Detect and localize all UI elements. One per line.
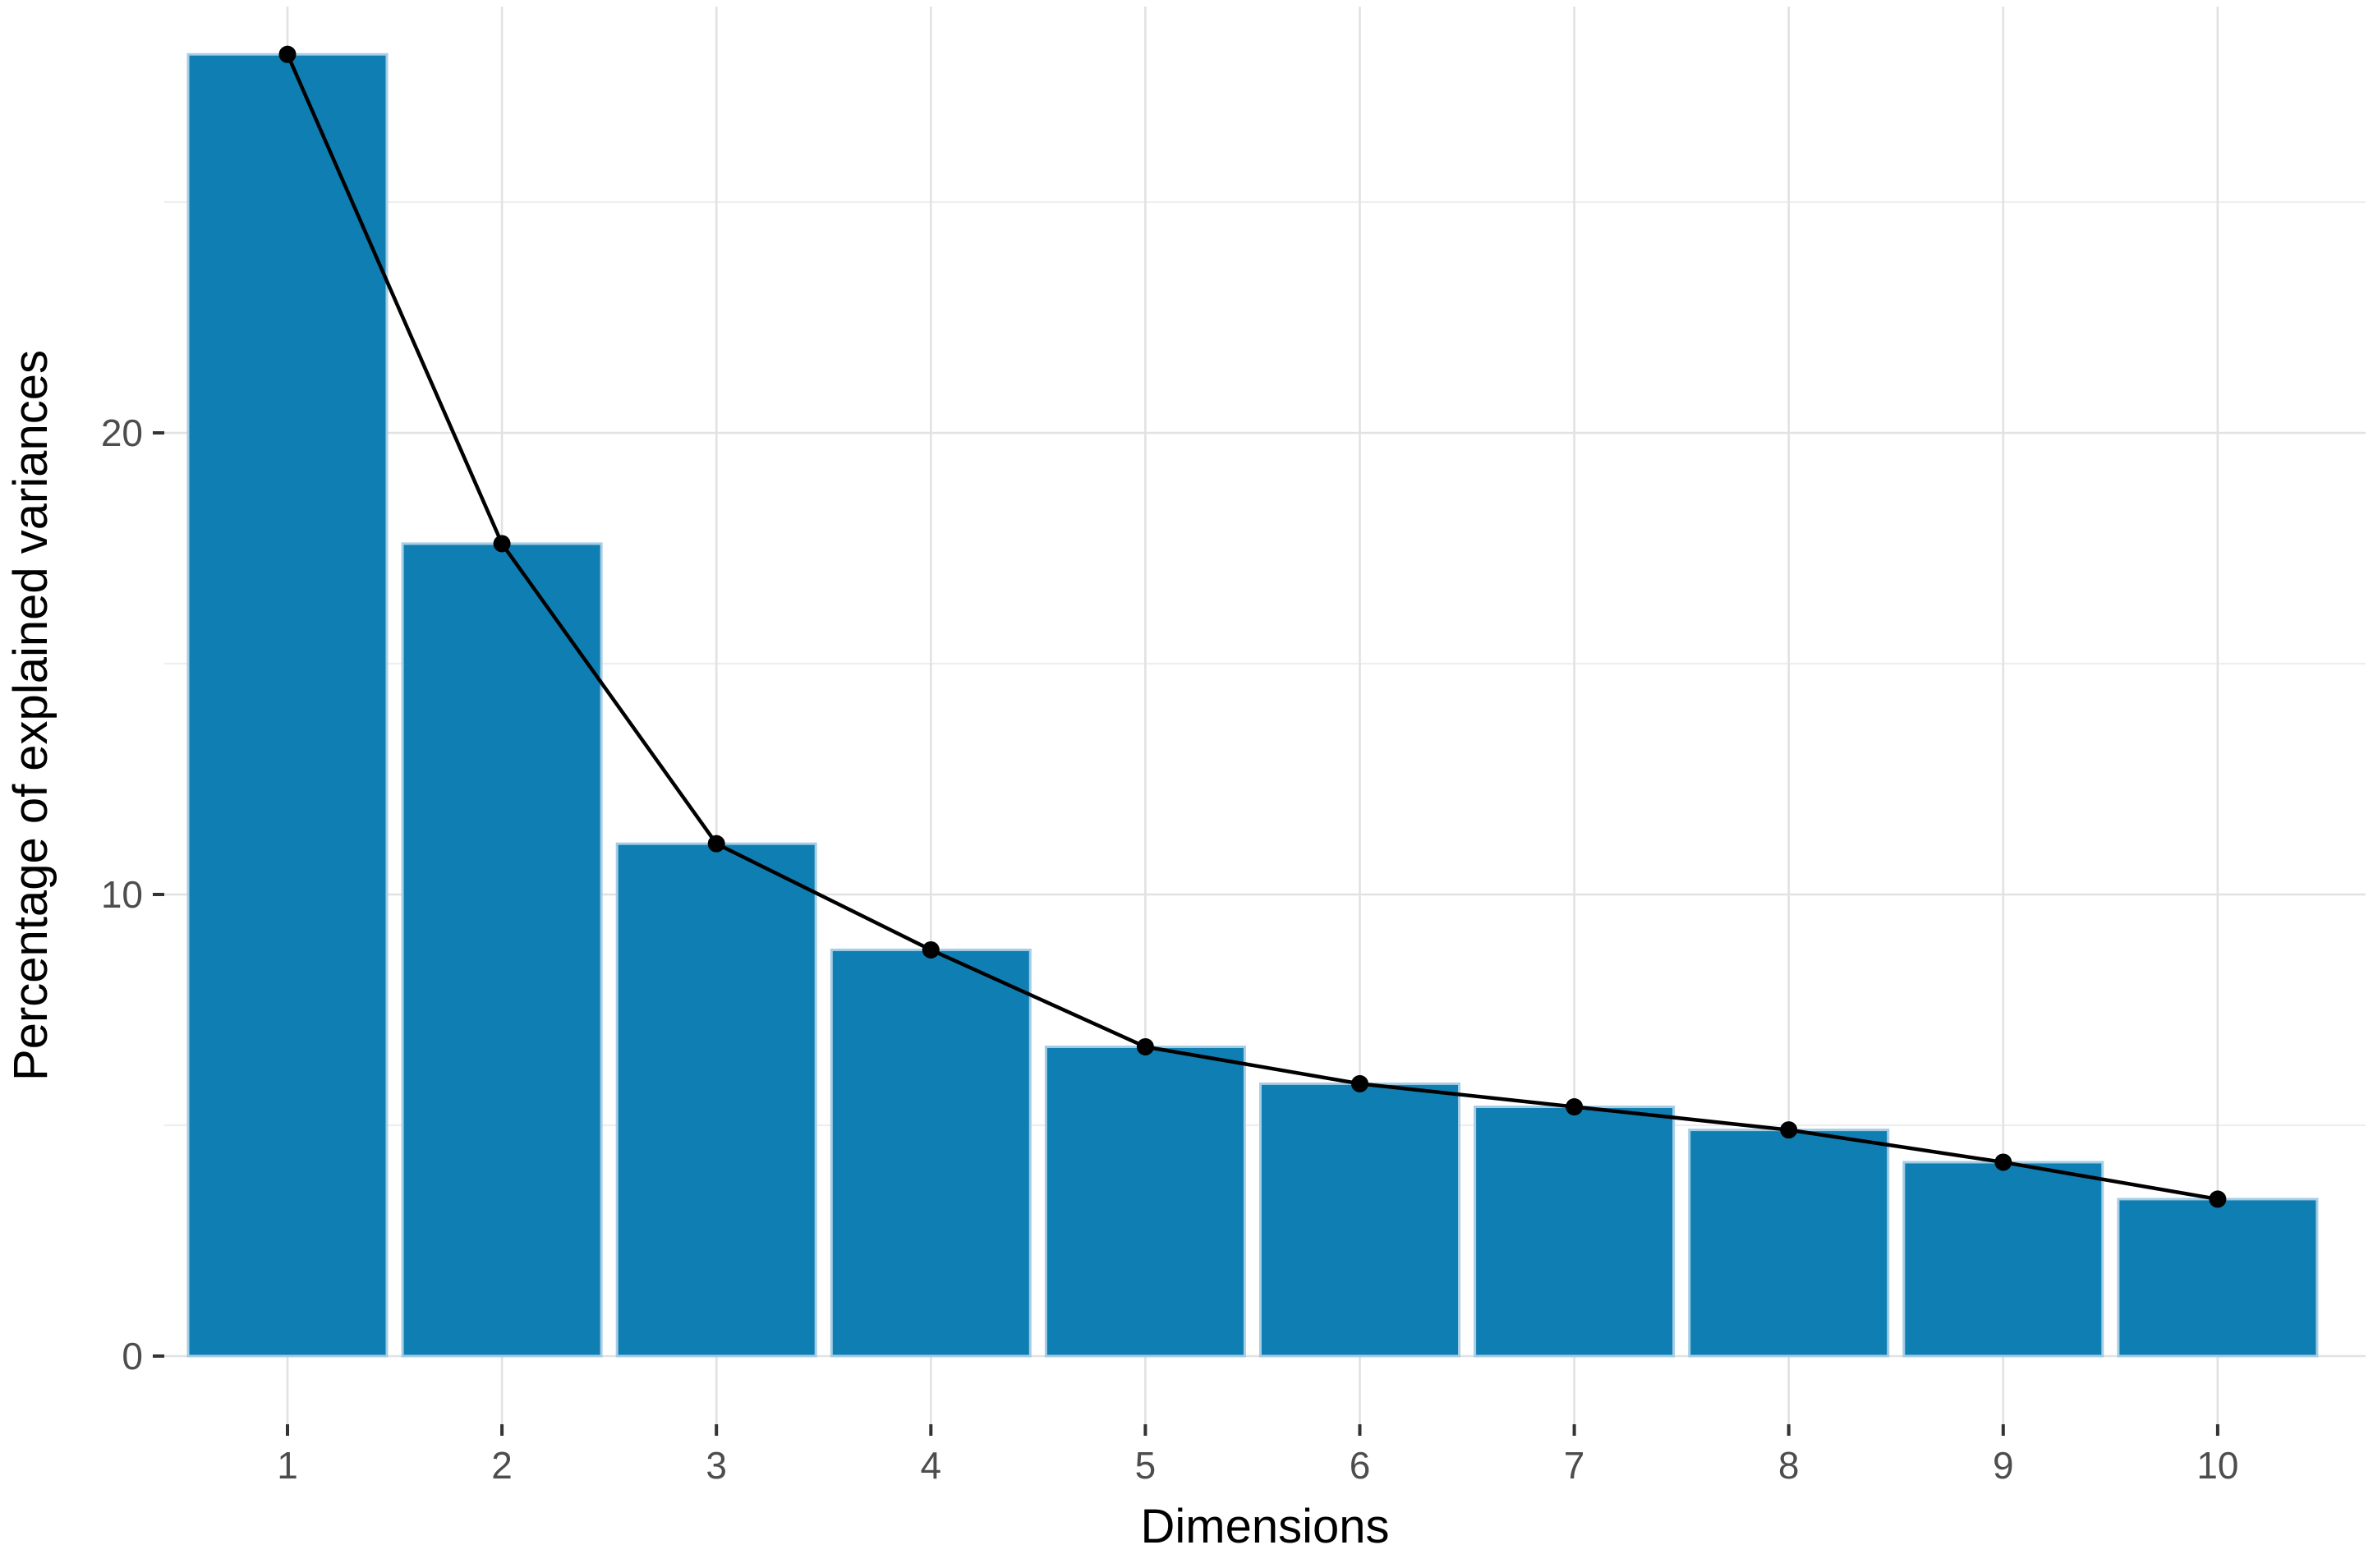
bar: [1474, 1106, 1676, 1358]
data-point: [707, 835, 725, 853]
bar: [401, 542, 603, 1358]
data-point: [1351, 1074, 1368, 1092]
bar: [615, 842, 817, 1358]
y-tick-label: 0: [122, 1335, 143, 1377]
scree-points: [278, 45, 2227, 1208]
axis-tick-marks: [153, 431, 2219, 1436]
data-point: [278, 45, 297, 63]
x-tick-label: 3: [706, 1444, 727, 1487]
x-tick-label: 4: [921, 1444, 942, 1487]
data-point: [493, 535, 511, 553]
x-tick-label: 5: [1135, 1444, 1157, 1487]
x-tick-label: 1: [277, 1444, 298, 1487]
bar: [1044, 1045, 1246, 1358]
data-point: [1136, 1037, 1154, 1055]
data-point: [922, 940, 940, 959]
bar: [2117, 1198, 2319, 1358]
x-tick-label: 9: [1993, 1444, 2014, 1487]
variance-bars: [186, 53, 2319, 1358]
x-tick-label: 6: [1350, 1444, 1371, 1487]
bar: [1688, 1129, 1890, 1358]
scree-polyline: [285, 53, 2219, 1202]
axis-tick-labels: 0 10 20 1 2 3 4 5 6 7 8 9 10: [101, 412, 2239, 1487]
y-tick-label: 10: [101, 873, 143, 916]
bar: [830, 948, 1032, 1358]
y-tick-label: 20: [101, 412, 143, 454]
y-axis-title: Percentage of explained variances: [4, 350, 57, 1081]
bar: [186, 53, 389, 1358]
x-axis-title: Dimensions: [1141, 1500, 1390, 1553]
bar: [1259, 1082, 1460, 1358]
x-tick-label: 10: [2196, 1444, 2238, 1487]
data-point: [1566, 1098, 1584, 1116]
x-tick-label: 7: [1564, 1444, 1585, 1487]
data-point: [1780, 1121, 1798, 1139]
scree-line: [285, 53, 2219, 1202]
x-tick-label: 2: [491, 1444, 513, 1487]
bar: [1902, 1161, 2104, 1358]
data-point: [1994, 1153, 2012, 1171]
x-tick-label: 8: [1778, 1444, 1800, 1487]
data-point: [2209, 1190, 2227, 1208]
